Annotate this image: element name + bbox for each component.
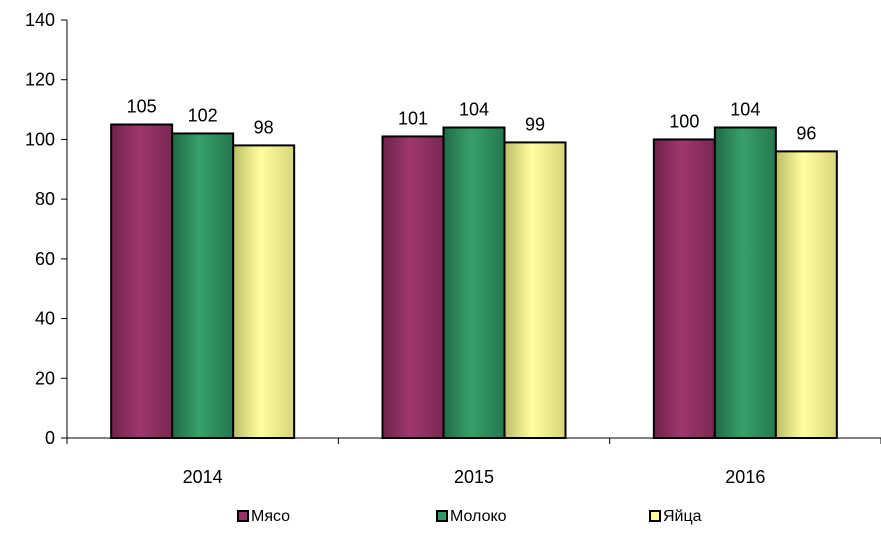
y-tick-label: 60 — [35, 249, 55, 269]
bar — [232, 144, 296, 439]
data-label: 101 — [398, 108, 428, 128]
legend-label: Яйца — [663, 508, 702, 525]
y-tick-label: 80 — [35, 189, 55, 209]
x-category-label: 2016 — [725, 467, 765, 487]
data-label: 102 — [188, 105, 218, 125]
bar — [381, 135, 445, 439]
data-label: 100 — [669, 111, 699, 131]
data-label: 104 — [730, 99, 760, 119]
bar — [503, 141, 567, 440]
y-tick-label: 0 — [45, 428, 55, 448]
axis-layer: 0 20 40 60 80 100 120 140 2014 2015 2016 — [25, 10, 881, 487]
data-label: 98 — [254, 117, 274, 137]
data-label: 105 — [127, 97, 157, 117]
x-category-label: 2014 — [183, 467, 223, 487]
bar — [442, 126, 506, 439]
bar — [713, 126, 777, 439]
data-label: 96 — [796, 123, 816, 143]
bars-layer — [110, 123, 838, 440]
y-tick-label: 100 — [25, 129, 55, 149]
y-tick-label: 120 — [25, 70, 55, 90]
data-labels-layer: 105 102 98 101 104 99 100 104 96 — [127, 97, 817, 144]
bar — [171, 132, 235, 439]
x-category-label: 2015 — [454, 467, 494, 487]
y-tick-label: 20 — [35, 368, 55, 388]
data-label: 104 — [459, 99, 489, 119]
legend-label: Мясо — [251, 508, 290, 525]
legend-swatch — [237, 510, 249, 522]
bar — [110, 123, 174, 439]
legend-swatch — [649, 510, 661, 522]
y-tick-label: 40 — [35, 309, 55, 329]
legend: Мясо Молоко Яйца — [237, 508, 702, 525]
bar — [774, 150, 838, 439]
y-tick-label: 140 — [25, 10, 55, 30]
legend-label: Молоко — [450, 508, 507, 525]
bar — [652, 138, 716, 440]
data-label: 99 — [525, 114, 545, 134]
legend-swatch — [436, 510, 448, 522]
